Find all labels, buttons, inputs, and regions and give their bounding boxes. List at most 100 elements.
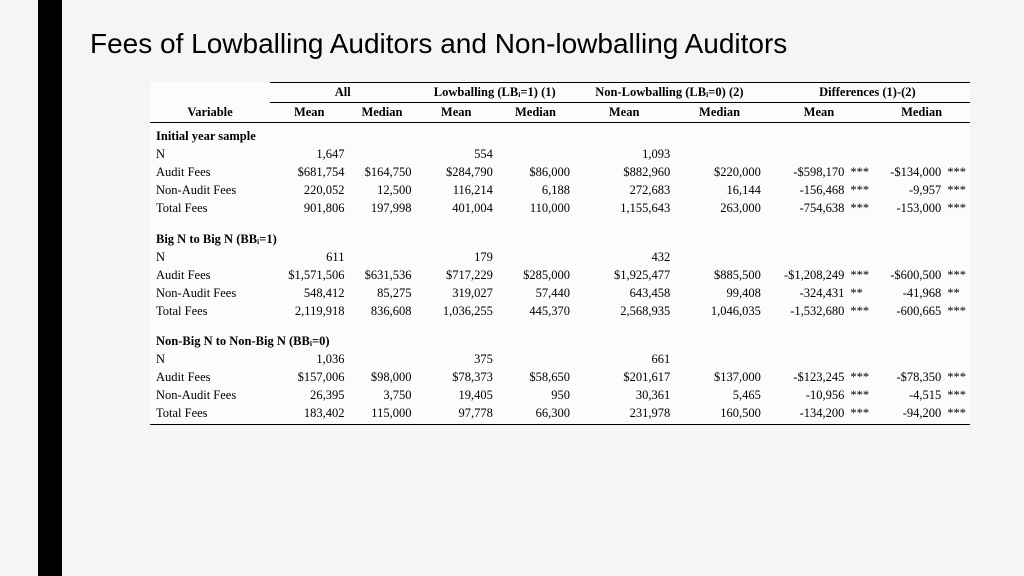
cell-lb-median: $58,650 <box>497 369 574 387</box>
cell-diff-mean-sig: *** <box>848 266 873 284</box>
cell-nlb-median: $137,000 <box>674 369 765 387</box>
cell-diff-median-sig <box>945 248 970 266</box>
cell-nlb-median: 263,000 <box>674 200 765 218</box>
cell-lb-median: $86,000 <box>497 164 574 182</box>
table-row: Total Fees2,119,918836,6081,036,255445,3… <box>150 302 970 320</box>
hdr-nlb-median: Median <box>674 103 765 123</box>
cell-lb-mean: 116,214 <box>415 182 496 200</box>
cell-all-median: 3,750 <box>348 387 415 405</box>
cell-lb-mean: $284,790 <box>415 164 496 182</box>
hdr-diff-mean: Mean <box>765 103 873 123</box>
cell-nlb-median: $220,000 <box>674 164 765 182</box>
cell-diff-mean-sig: *** <box>848 369 873 387</box>
cell-diff-mean: -1,532,680 <box>765 302 849 320</box>
accent-bar <box>38 0 62 576</box>
cell-diff-mean: -10,956 <box>765 387 849 405</box>
section-header: Big N to Big N (BBᵢ=1) <box>150 218 970 249</box>
section-header: Non-Big N to Non-Big N (BBᵢ=0) <box>150 320 970 351</box>
cell-diff-mean-sig: ** <box>848 284 873 302</box>
cell-diff-median: -$78,350 <box>873 369 945 387</box>
cell-lb-mean: 401,004 <box>415 200 496 218</box>
cell-diff-median: -4,515 <box>873 387 945 405</box>
hdr-nlb-mean: Mean <box>574 103 674 123</box>
cell-diff-median-sig: *** <box>945 266 970 284</box>
hdr-lb: Lowballing (LBᵢ=1) (1) <box>415 83 574 103</box>
cell-nlb-median <box>674 351 765 369</box>
table-row: N1,6475541,093 <box>150 146 970 164</box>
cell-nlb-mean: 432 <box>574 248 674 266</box>
cell-diff-median: -94,200 <box>873 405 945 425</box>
cell-nlb-median <box>674 248 765 266</box>
cell-diff-median <box>873 351 945 369</box>
cell-all-mean: $681,754 <box>270 164 348 182</box>
cell-diff-mean-sig: *** <box>848 302 873 320</box>
cell-diff-mean: -$598,170 <box>765 164 849 182</box>
cell-diff-median-sig <box>945 351 970 369</box>
cell-diff-median-sig: *** <box>945 405 970 425</box>
hdr-nlb: Non-Lowballing (LBᵢ=0) (2) <box>574 83 765 103</box>
cell-diff-mean <box>765 351 849 369</box>
cell-nlb-median: 99,408 <box>674 284 765 302</box>
cell-diff-median-sig: *** <box>945 200 970 218</box>
cell-diff-mean-sig <box>848 351 873 369</box>
cell-nlb-mean: $882,960 <box>574 164 674 182</box>
cell-diff-median: -$600,500 <box>873 266 945 284</box>
cell-diff-mean-sig: *** <box>848 200 873 218</box>
cell-nlb-mean: 1,155,643 <box>574 200 674 218</box>
cell-all-mean: 1,647 <box>270 146 348 164</box>
cell-lb-median <box>497 146 574 164</box>
cell-all-mean: 26,395 <box>270 387 348 405</box>
cell-variable: Non-Audit Fees <box>150 387 270 405</box>
hdr-diff-median: Median <box>873 103 970 123</box>
cell-variable: Audit Fees <box>150 164 270 182</box>
cell-diff-mean: -$1,208,249 <box>765 266 849 284</box>
table-row: Total Fees901,806197,998401,004110,0001,… <box>150 200 970 218</box>
cell-variable: N <box>150 248 270 266</box>
section-title: Initial year sample <box>150 123 970 146</box>
table-row: Non-Audit Fees26,3953,75019,40595030,361… <box>150 387 970 405</box>
cell-diff-mean: -324,431 <box>765 284 849 302</box>
cell-nlb-mean: 231,978 <box>574 405 674 425</box>
cell-nlb-median: 160,500 <box>674 405 765 425</box>
cell-all-median: 12,500 <box>348 182 415 200</box>
cell-lb-mean: $717,229 <box>415 266 496 284</box>
cell-nlb-median: 16,144 <box>674 182 765 200</box>
cell-diff-median <box>873 248 945 266</box>
cell-lb-median: 6,188 <box>497 182 574 200</box>
cell-diff-mean: -754,638 <box>765 200 849 218</box>
cell-diff-mean-sig <box>848 248 873 266</box>
cell-diff-mean-sig: *** <box>848 164 873 182</box>
table-row: Total Fees183,402115,00097,77866,300231,… <box>150 405 970 425</box>
cell-variable: N <box>150 146 270 164</box>
cell-diff-mean: -134,200 <box>765 405 849 425</box>
cell-all-mean: $157,006 <box>270 369 348 387</box>
cell-all-mean: 548,412 <box>270 284 348 302</box>
cell-all-mean: 183,402 <box>270 405 348 425</box>
cell-variable: Audit Fees <box>150 369 270 387</box>
cell-lb-mean: 375 <box>415 351 496 369</box>
cell-lb-mean: 554 <box>415 146 496 164</box>
cell-diff-median <box>873 146 945 164</box>
section-title: Non-Big N to Non-Big N (BBᵢ=0) <box>150 320 970 351</box>
cell-nlb-mean: $201,617 <box>574 369 674 387</box>
cell-nlb-median <box>674 146 765 164</box>
table-row: N1,036375661 <box>150 351 970 369</box>
table-row: N611179432 <box>150 248 970 266</box>
hdr-all: All <box>270 83 415 103</box>
cell-diff-mean-sig: *** <box>848 182 873 200</box>
cell-all-median: 836,608 <box>348 302 415 320</box>
cell-diff-mean <box>765 248 849 266</box>
table-row: Audit Fees$157,006$98,000$78,373$58,650$… <box>150 369 970 387</box>
cell-variable: Audit Fees <box>150 266 270 284</box>
hdr-all-median: Median <box>348 103 415 123</box>
hdr-variable: Variable <box>150 103 270 123</box>
slide-content: Fees of Lowballing Auditors and Non-lowb… <box>90 28 1000 425</box>
cell-diff-median-sig: ** <box>945 284 970 302</box>
cell-lb-mean: 97,778 <box>415 405 496 425</box>
cell-nlb-mean: 2,568,935 <box>574 302 674 320</box>
cell-variable: Non-Audit Fees <box>150 182 270 200</box>
cell-diff-median: -153,000 <box>873 200 945 218</box>
cell-nlb-mean: 30,361 <box>574 387 674 405</box>
cell-lb-median: 110,000 <box>497 200 574 218</box>
cell-variable: Total Fees <box>150 302 270 320</box>
